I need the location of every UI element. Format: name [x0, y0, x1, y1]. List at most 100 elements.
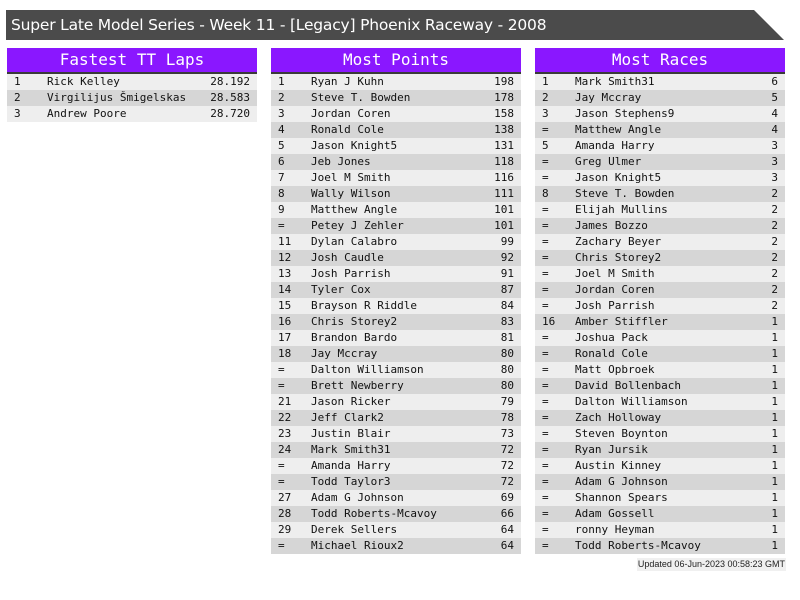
driver-name: Austin Kinney — [575, 459, 662, 472]
rank: = — [542, 155, 549, 168]
rank: = — [542, 427, 549, 440]
driver-name: Amanda Harry — [311, 459, 391, 472]
value: 1 — [771, 331, 778, 344]
table-row: = Brett Newberry 80 — [271, 378, 521, 394]
updated-timestamp: Updated 06-Jun-2023 00:58:23 GMT — [636, 558, 786, 571]
rank: 3 — [542, 107, 549, 120]
driver-name: Matthew Angle — [311, 203, 398, 216]
table-row: = Zach Holloway 1 — [535, 410, 785, 426]
table-row: 12 Josh Caudle 92 — [271, 250, 521, 266]
rank: 11 — [278, 235, 292, 248]
driver-name: Mark Smith31 — [575, 75, 655, 88]
value: 28.583 — [210, 91, 250, 104]
driver-name: Josh Caudle — [311, 251, 384, 264]
driver-name: Dylan Calabro — [311, 235, 398, 248]
driver-name: Adam Gossell — [575, 507, 655, 520]
driver-name: Jason Ricker — [311, 395, 391, 408]
value: 73 — [500, 427, 514, 440]
value: 2 — [771, 219, 778, 232]
value: 69 — [500, 491, 514, 504]
rank: = — [542, 251, 549, 264]
rank: = — [542, 459, 549, 472]
value: 91 — [500, 267, 514, 280]
table-row: = Jason Knight5 3 — [535, 170, 785, 186]
table-row: = Joel M Smith 2 — [535, 266, 785, 282]
table-row: 24 Mark Smith31 72 — [271, 442, 521, 458]
panel-rows: 1 Mark Smith31 6 2 Jay Mccray 5 3 Jason Stephen… — [535, 74, 785, 554]
value: 92 — [500, 251, 514, 264]
panel-header: Most Points — [271, 48, 521, 74]
driver-name: Steve T. Bowden — [575, 187, 675, 200]
rank: = — [542, 299, 549, 312]
driver-name: Petey J Zehler — [311, 219, 404, 232]
table-row: = Jordan Coren 2 — [535, 282, 785, 298]
rank: = — [542, 219, 549, 232]
driver-name: Zach Holloway — [575, 411, 662, 424]
value: 118 — [494, 155, 514, 168]
rank: = — [542, 363, 549, 376]
rank: = — [542, 267, 549, 280]
value: 3 — [771, 139, 778, 152]
driver-name: Ronald Cole — [575, 347, 648, 360]
table-row: = Zachary Beyer 2 — [535, 234, 785, 250]
table-row: 5 Jason Knight5 131 — [271, 138, 521, 154]
rank: = — [542, 283, 549, 296]
table-row: = Adam G Johnson 1 — [535, 474, 785, 490]
table-row: = Chris Storey2 2 — [535, 250, 785, 266]
driver-name: Derek Sellers — [311, 523, 398, 536]
table-row: 4 Ronald Cole 138 — [271, 122, 521, 138]
driver-name: Steven Boynton — [575, 427, 668, 440]
table-row: 1 Ryan J Kuhn 198 — [271, 74, 521, 90]
value: 72 — [500, 459, 514, 472]
value: 99 — [500, 235, 514, 248]
driver-name: Brandon Bardo — [311, 331, 398, 344]
table-row: 1 Mark Smith31 6 — [535, 74, 785, 90]
table-row: = Ronald Cole 1 — [535, 346, 785, 362]
table-row: = Amanda Harry 72 — [271, 458, 521, 474]
table-row: 18 Jay Mccray 80 — [271, 346, 521, 362]
value: 2 — [771, 187, 778, 200]
driver-name: Adam G Johnson — [311, 491, 404, 504]
table-row: = Petey J Zehler 101 — [271, 218, 521, 234]
driver-name: Joshua Pack — [575, 331, 648, 344]
table-row: = Matthew Angle 4 — [535, 122, 785, 138]
value: 64 — [500, 539, 514, 552]
driver-name: Jay Mccray — [575, 91, 642, 104]
rank: 1 — [14, 75, 21, 88]
table-row: 16 Amber Stiffler 1 — [535, 314, 785, 330]
page-title: Super Late Model Series - Week 11 - [Leg… — [6, 10, 784, 40]
value: 1 — [771, 347, 778, 360]
value: 84 — [500, 299, 514, 312]
rank: = — [278, 379, 285, 392]
driver-name: Greg Ulmer — [575, 155, 642, 168]
table-row: 3 Jason Stephens9 4 — [535, 106, 785, 122]
panel-rows: 1 Ryan J Kuhn 198 2 Steve T. Bowden 178 3 Jorda… — [271, 74, 521, 554]
rank: 29 — [278, 523, 292, 536]
rank: 4 — [278, 123, 285, 136]
table-row: = Greg Ulmer 3 — [535, 154, 785, 170]
table-row: 29 Derek Sellers 64 — [271, 522, 521, 538]
rank: = — [542, 395, 549, 408]
table-row: = Todd Roberts-Mcavoy 1 — [535, 538, 785, 554]
value: 1 — [771, 475, 778, 488]
rank: 16 — [278, 315, 292, 328]
value: 2 — [771, 235, 778, 248]
rank: 5 — [278, 139, 285, 152]
table-row: 13 Josh Parrish 91 — [271, 266, 521, 282]
rank: = — [278, 459, 285, 472]
value: 80 — [500, 379, 514, 392]
value: 2 — [771, 283, 778, 296]
value: 4 — [771, 123, 778, 136]
rank: 8 — [278, 187, 285, 200]
value: 4 — [771, 107, 778, 120]
rank: 7 — [278, 171, 285, 184]
table-row: = David Bollenbach 1 — [535, 378, 785, 394]
rank: 12 — [278, 251, 292, 264]
rank: 15 — [278, 299, 292, 312]
value: 198 — [494, 75, 514, 88]
rank: 18 — [278, 347, 292, 360]
table-row: = ronny Heyman 1 — [535, 522, 785, 538]
value: 158 — [494, 107, 514, 120]
value: 131 — [494, 139, 514, 152]
rank: 23 — [278, 427, 292, 440]
